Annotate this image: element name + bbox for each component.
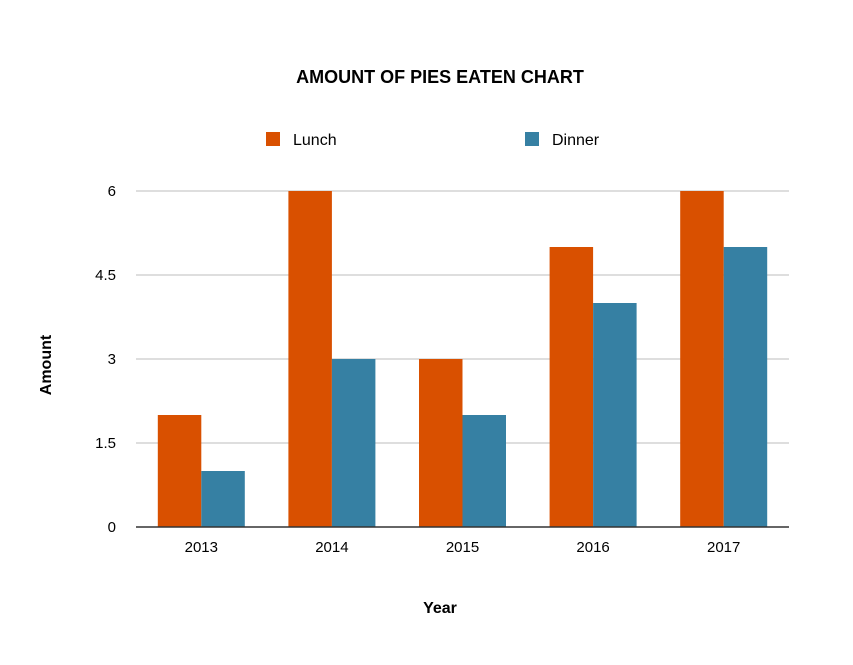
bar-dinner-2013: [201, 471, 245, 527]
x-tick-label: 2016: [576, 539, 609, 556]
bars: [157, 191, 768, 527]
bar-lunch-2014: [288, 191, 332, 527]
x-tick-label: 2013: [185, 539, 218, 556]
y-tick-label: 6: [108, 183, 116, 200]
x-tick-label: 2014: [315, 539, 348, 556]
y-axis-title: Amount: [38, 334, 55, 395]
legend-label-dinner: Dinner: [552, 132, 600, 149]
bar-lunch-2017: [680, 191, 724, 527]
legend-label-lunch: Lunch: [293, 132, 337, 149]
chart-title: AMOUNT OF PIES EATEN CHART: [296, 67, 584, 87]
y-tick-label: 0: [108, 519, 116, 536]
legend-swatch-lunch: [266, 132, 280, 146]
bar-lunch-2013: [157, 415, 202, 527]
y-tick-label: 4.5: [95, 267, 116, 284]
x-tick-labels: 2013 2014 2015 2016 2017: [185, 539, 741, 556]
bar-dinner-2017: [723, 247, 768, 527]
bar-lunch-2016: [549, 247, 594, 527]
legend: Lunch Dinner: [266, 132, 600, 149]
bar-dinner-2015: [462, 415, 506, 527]
bar-dinner-2014: [331, 359, 376, 527]
bar-dinner-2016: [593, 303, 637, 527]
x-axis-title: Year: [423, 600, 457, 617]
y-tick-labels: 0 1.5 3 4.5 6: [95, 183, 116, 536]
x-tick-label: 2015: [446, 539, 479, 556]
y-tick-label: 3: [108, 351, 116, 368]
x-tick-label: 2017: [707, 539, 740, 556]
legend-swatch-dinner: [525, 132, 539, 146]
y-tick-label: 1.5: [95, 435, 116, 452]
bar-lunch-2015: [419, 359, 463, 527]
